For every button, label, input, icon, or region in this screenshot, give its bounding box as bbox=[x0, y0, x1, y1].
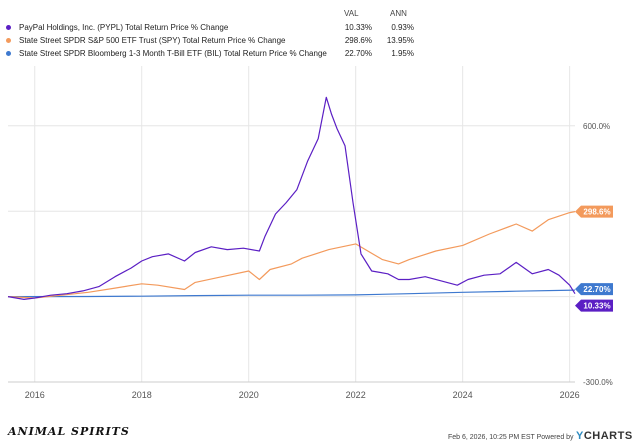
y-tick-label: 600.0% bbox=[583, 122, 610, 131]
legend-item-pypl[interactable]: PayPal Holdings, Inc. (PYPL) Total Retur… bbox=[6, 21, 414, 33]
x-tick-label: 2026 bbox=[560, 390, 580, 400]
legend-ann-header: ANN bbox=[390, 9, 407, 18]
series-dot-icon bbox=[6, 37, 11, 43]
end-value-tag-bg bbox=[575, 205, 613, 218]
legend-annual: 1.95% bbox=[391, 48, 414, 58]
legend-annual: 0.93% bbox=[391, 22, 414, 32]
axis-ticks: 2016 2018 2020 2022 2024 2026 600.0% -300.0% bbox=[25, 122, 613, 400]
x-tick-label: 2016 bbox=[25, 390, 45, 400]
x-tick-label: 2024 bbox=[453, 390, 473, 400]
end-value-text: 22.70% bbox=[583, 285, 610, 294]
series-lines bbox=[7, 96, 576, 300]
grid bbox=[8, 66, 575, 383]
end-value-tag-bg bbox=[575, 283, 613, 296]
legend-label: State Street SPDR Bloomberg 1-3 Month T-… bbox=[19, 48, 327, 58]
end-value-tag: 10.33% bbox=[575, 299, 613, 312]
x-tick-label: 2022 bbox=[346, 390, 366, 400]
x-tick-label: 2020 bbox=[239, 390, 259, 400]
footer-timestamp: Feb 6, 2026, 10:25 PM EST Powered by bbox=[448, 434, 574, 441]
legend-value: 298.6% bbox=[344, 35, 372, 45]
series-line[interactable] bbox=[7, 96, 576, 300]
x-tick-label: 2018 bbox=[132, 390, 152, 400]
series-line[interactable] bbox=[7, 289, 576, 298]
legend-item-spy[interactable]: State Street SPDR S&P 500 ETF Trust (SPY… bbox=[6, 34, 414, 46]
legend-label: PayPal Holdings, Inc. (PYPL) Total Retur… bbox=[19, 22, 229, 32]
legend-value: 22.70% bbox=[344, 48, 372, 58]
series-dot-icon bbox=[6, 50, 11, 56]
ycharts-logo-y: Y bbox=[576, 430, 584, 442]
end-value-tag: 22.70% bbox=[575, 283, 613, 296]
legend-val-header: VAL bbox=[344, 9, 359, 18]
end-value-text: 10.33% bbox=[583, 302, 610, 311]
legend-label: State Street SPDR S&P 500 ETF Trust (SPY… bbox=[19, 35, 286, 45]
end-value-tag-bg bbox=[575, 299, 613, 312]
legend-value: 10.33% bbox=[344, 22, 372, 32]
animal-spirits-logo: ANIMAL SPIRITS bbox=[8, 425, 130, 438]
ycharts-logo[interactable]: YCHARTS bbox=[576, 430, 633, 442]
ycharts-logo-text: CHARTS bbox=[583, 430, 633, 442]
y-tick-label: -300.0% bbox=[583, 378, 613, 387]
legend-item-bil[interactable]: State Street SPDR Bloomberg 1-3 Month T-… bbox=[6, 47, 414, 59]
legend-annual: 13.95% bbox=[386, 35, 414, 45]
end-value-text: 298.6% bbox=[583, 208, 610, 217]
series-dot-icon bbox=[6, 24, 11, 30]
series-line[interactable] bbox=[7, 211, 576, 299]
end-value-tag: 298.6% bbox=[575, 205, 613, 218]
end-labels: 298.6% 22.70% 10.33% bbox=[575, 205, 613, 312]
